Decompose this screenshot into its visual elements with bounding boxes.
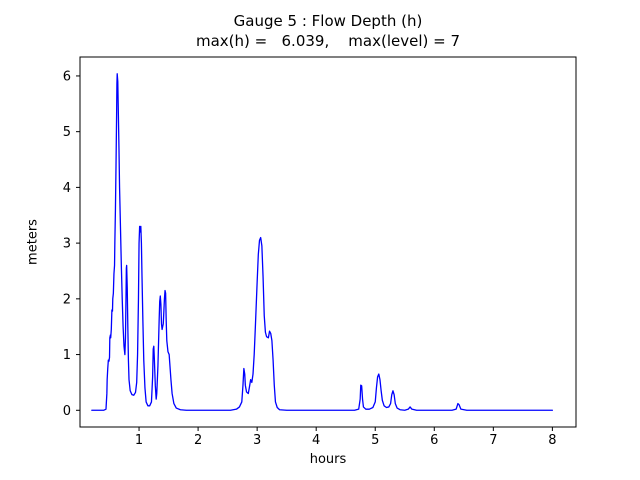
y-tick-label: 1 — [63, 348, 71, 363]
y-tick-label: 2 — [63, 292, 71, 307]
y-tick-label: 0 — [63, 404, 71, 419]
x-tick-label: 4 — [312, 433, 320, 448]
flow-depth-line — [91, 73, 554, 411]
x-axis-label: hours — [309, 452, 347, 467]
x-tick-label: 2 — [194, 433, 202, 448]
chart-title: Gauge 5 : Flow Depth (h) — [233, 12, 423, 30]
y-tick-label: 4 — [63, 181, 71, 196]
chart-subtitle: max(h) = 6.039, max(level) = 7 — [195, 32, 461, 50]
y-tick-label: 5 — [63, 125, 71, 140]
y-tick-label: 3 — [63, 237, 71, 252]
y-tick-label: 6 — [63, 69, 71, 84]
x-tick-label: 1 — [135, 433, 143, 448]
x-tick-label: 8 — [548, 433, 556, 448]
x-tick-label: 7 — [489, 433, 497, 448]
axes-box — [79, 56, 577, 428]
x-tick-label: 3 — [253, 433, 261, 448]
x-tick-label: 6 — [430, 433, 438, 448]
x-tick-label: 5 — [371, 433, 379, 448]
